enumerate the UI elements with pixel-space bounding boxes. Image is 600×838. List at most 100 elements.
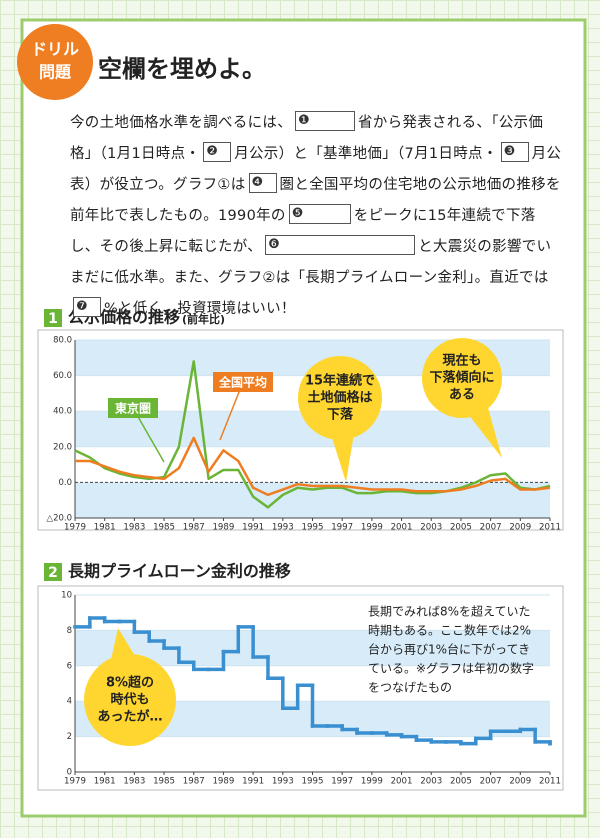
x-tick-label: 2007 (480, 777, 502, 787)
badge-text: 問題 (39, 63, 72, 82)
line-series (75, 436, 551, 497)
x-tick-label: 1981 (94, 523, 116, 533)
grid-band (75, 482, 550, 518)
note-text: 長期でみれば8%を超えていた (368, 604, 530, 619)
y-tick-label: 80.0 (53, 336, 72, 346)
paragraph-text: 月公示）と「基準地価」（7月1日時点・ (234, 146, 498, 162)
paragraph-text: 今の土地価格水準を調べるには、 (70, 115, 292, 131)
note-text: をつなげたもの (368, 681, 452, 695)
y-tick-label: 0.0 (58, 478, 72, 488)
x-tick-label: 1989 (212, 777, 234, 787)
blank-number: ❶ (298, 113, 310, 128)
y-tick-label: 2 (67, 732, 72, 742)
bubble-text: 8%超の (106, 675, 154, 691)
x-tick-label: 2005 (450, 777, 472, 787)
x-tick-label: 2001 (391, 523, 413, 533)
bubble-text: 現在も (442, 353, 481, 369)
bubble (84, 654, 176, 746)
chart-title: 長期プライムローン金利の推移 (68, 562, 291, 581)
x-tick-label: 1997 (331, 523, 353, 533)
y-tick-label: 20.0 (53, 442, 72, 452)
section-number-box (44, 563, 62, 581)
note-text: ている。※グラフは年初の数字 (368, 661, 534, 676)
paragraph: 今の土地価格水準を調べるには、 ❶ 省から発表される、「公示価格」（1月1日時点・ ❷… (70, 108, 562, 325)
y-tick-label: 4 (67, 697, 72, 707)
x-tick-label: 2009 (509, 777, 531, 787)
series-label: 東京圏 (115, 401, 151, 416)
section-number: 1 (48, 311, 58, 327)
paragraph-text: 月公表）が役立つ。グラフ①は (70, 146, 562, 193)
badge (17, 24, 93, 100)
x-tick-label: 1995 (302, 777, 324, 787)
paragraph-text: と大震災の影響でいまだに低水準。また、グラフ②は「長期プライムローン金利」。直近… (70, 239, 552, 286)
note-text: 時期もある。ここ数年では2% (368, 623, 531, 638)
bubble-text: あったが… (97, 709, 162, 725)
y-tick-label: 10 (61, 591, 72, 601)
paragraph-text: %と低く、投資環境はいい！ (104, 301, 296, 317)
x-tick-label: 1989 (212, 523, 234, 533)
y-tick-label: 8 (67, 626, 72, 636)
section-number: 2 (48, 565, 58, 581)
y-tick-label: 60.0 (53, 371, 72, 381)
x-tick-label: 1993 (272, 777, 294, 787)
note-text: 台から再び1%台に下がってき (368, 642, 530, 657)
y-tick-label: 6 (67, 661, 72, 671)
paragraph-text: 省から発表される、「公示価格」（1月1日時点・ (70, 115, 544, 162)
x-tick-label: 1999 (361, 523, 383, 533)
x-tick-label: 2001 (391, 777, 413, 787)
bubble-pointer (111, 628, 134, 658)
blank-box: ❻ (265, 235, 416, 255)
bubble (422, 338, 502, 418)
chart-subtitle: (前年比) (182, 312, 225, 326)
section-number-box (44, 309, 62, 327)
blank-box: ❹ (248, 173, 277, 193)
x-tick-label: 1997 (331, 777, 353, 787)
x-tick-label: 2003 (420, 777, 442, 787)
x-tick-label: 2003 (420, 523, 442, 533)
grid-band (75, 630, 550, 666)
paragraph-text: をピークに15年連続で下落し、その後上昇に転じたが、 (70, 208, 536, 255)
page-title: 空欄を埋めよ。 (98, 55, 266, 83)
blank-box: ❸ (500, 142, 529, 162)
blank-box: ❼ (73, 297, 101, 317)
blank-number: ❷ (206, 144, 219, 159)
x-tick-label: 2005 (450, 523, 472, 533)
bubble-text: 時代も (110, 692, 149, 708)
blank-number: ❹ (251, 175, 264, 190)
x-tick-label: 1995 (302, 523, 324, 533)
x-tick-label: 1991 (242, 777, 264, 787)
x-tick-label: 2011 (539, 777, 561, 787)
series-label: 全国平均 (218, 375, 267, 390)
x-tick-label: 1991 (242, 523, 264, 533)
blank-number: ❸ (503, 144, 516, 159)
y-tick-label: 0 (67, 768, 72, 778)
x-tick-label: 1987 (183, 523, 205, 533)
badge-text: ドリル (31, 40, 79, 59)
series-label-box (108, 398, 158, 418)
y-tick-label: 40.0 (53, 407, 72, 417)
bubble (298, 356, 382, 440)
bubble-text: 15年連続で (305, 373, 375, 389)
x-tick-label: 1983 (123, 523, 145, 533)
blank-number: ❺ (291, 206, 304, 221)
x-tick-label: 2007 (480, 523, 502, 533)
x-tick-label: 1979 (64, 523, 86, 533)
y-tick-label: △20.0 (47, 514, 72, 524)
x-tick-label: 1981 (94, 777, 116, 787)
bubble-text: 下落 (327, 407, 354, 423)
bubble-text: 土地価格は (307, 390, 372, 406)
blank-box: ❶ (295, 111, 355, 131)
bubble-pointer (470, 408, 502, 458)
bubble-text: ある (449, 388, 475, 403)
bubble-pointer (332, 437, 354, 482)
blank-number: ❼ (76, 299, 88, 314)
x-tick-label: 1985 (153, 777, 175, 787)
blank-number: ❻ (268, 237, 281, 252)
series-label-box (213, 372, 273, 392)
blank-box: ❺ (288, 204, 351, 224)
x-tick-label: 2011 (539, 523, 561, 533)
x-tick-label: 2009 (509, 523, 531, 533)
x-tick-label: 1987 (183, 777, 205, 787)
